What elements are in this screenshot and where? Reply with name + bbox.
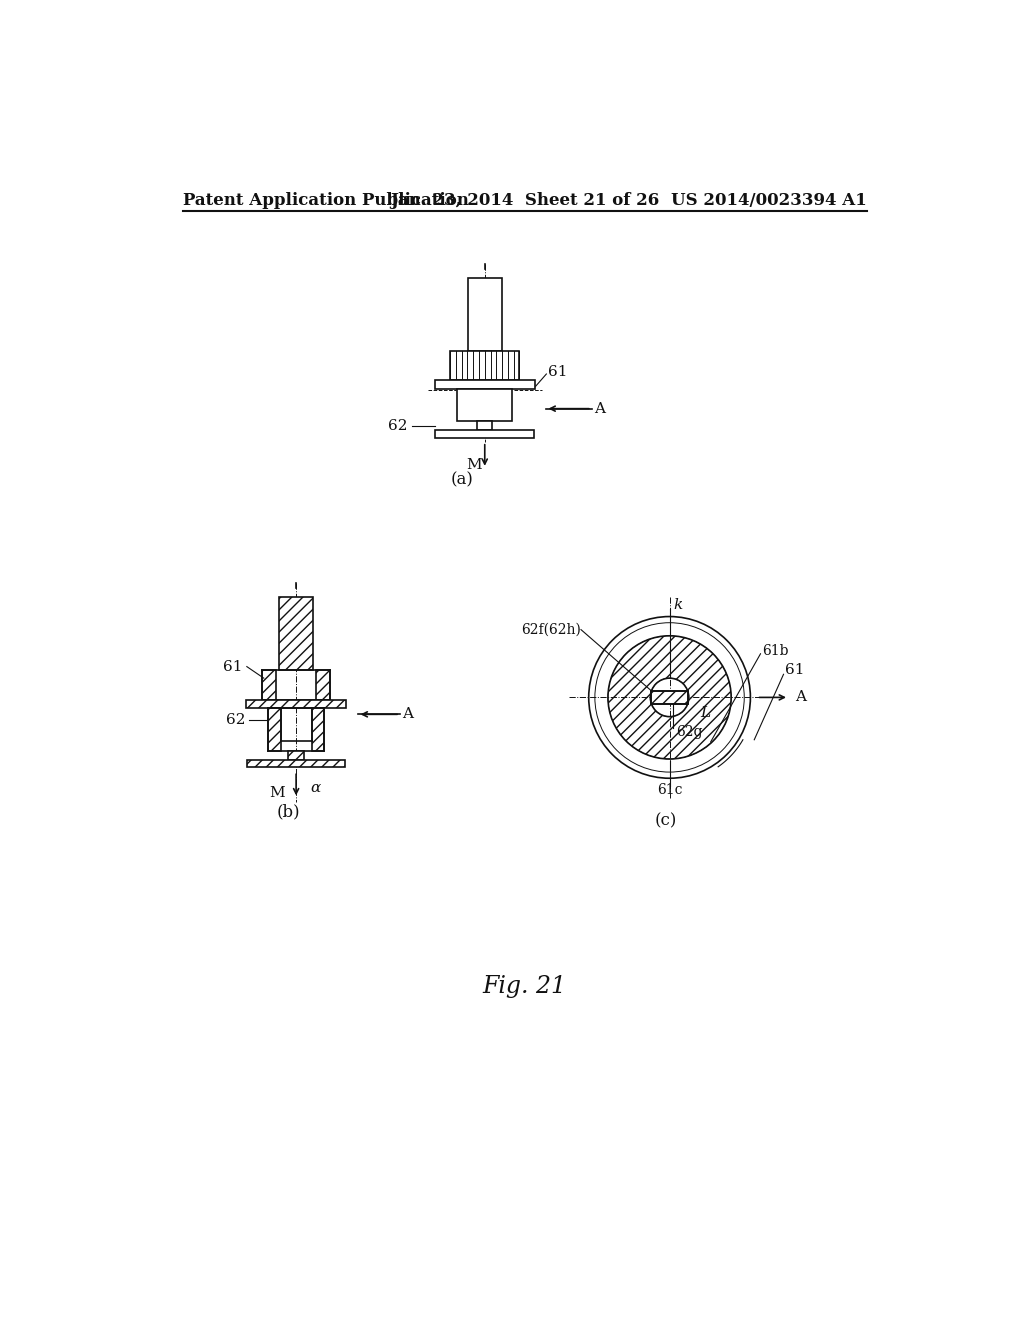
Text: 62: 62: [225, 713, 246, 727]
Text: 61: 61: [548, 366, 567, 379]
Text: (a): (a): [451, 471, 473, 488]
Bar: [468, 277, 502, 351]
Text: US 2014/0023394 A1: US 2014/0023394 A1: [671, 193, 866, 210]
Bar: [268, 708, 281, 751]
Bar: [651, 692, 688, 704]
Bar: [289, 751, 304, 760]
Bar: [435, 430, 535, 438]
Text: α: α: [310, 781, 321, 795]
Text: L: L: [700, 706, 711, 719]
Text: 61: 61: [785, 664, 805, 677]
Text: 61b: 61b: [762, 644, 788, 659]
Text: Patent Application Publication: Patent Application Publication: [183, 193, 469, 210]
Bar: [435, 380, 535, 388]
Text: A: A: [402, 708, 414, 721]
Text: A: A: [594, 401, 605, 416]
Text: (c): (c): [654, 812, 677, 829]
Bar: [262, 671, 276, 700]
Text: 62g: 62g: [676, 725, 702, 739]
Text: Jan. 23, 2014  Sheet 21 of 26: Jan. 23, 2014 Sheet 21 of 26: [390, 193, 659, 210]
Text: Fig. 21: Fig. 21: [482, 974, 567, 998]
Text: M: M: [269, 785, 286, 800]
Text: 61: 61: [223, 660, 243, 673]
Bar: [246, 700, 346, 708]
Bar: [247, 760, 345, 767]
Wedge shape: [608, 636, 731, 759]
Bar: [311, 708, 324, 751]
Bar: [316, 671, 330, 700]
Text: 62: 62: [388, 418, 408, 433]
Bar: [651, 692, 688, 704]
Text: (b): (b): [276, 804, 300, 821]
Text: 62f(62h): 62f(62h): [521, 623, 581, 636]
Text: k: k: [674, 598, 683, 612]
Bar: [477, 421, 493, 430]
Bar: [457, 388, 512, 421]
Text: A: A: [795, 690, 806, 705]
Bar: [280, 597, 313, 671]
Text: 61c: 61c: [656, 783, 682, 797]
Text: M: M: [466, 458, 482, 471]
Bar: [451, 351, 519, 380]
